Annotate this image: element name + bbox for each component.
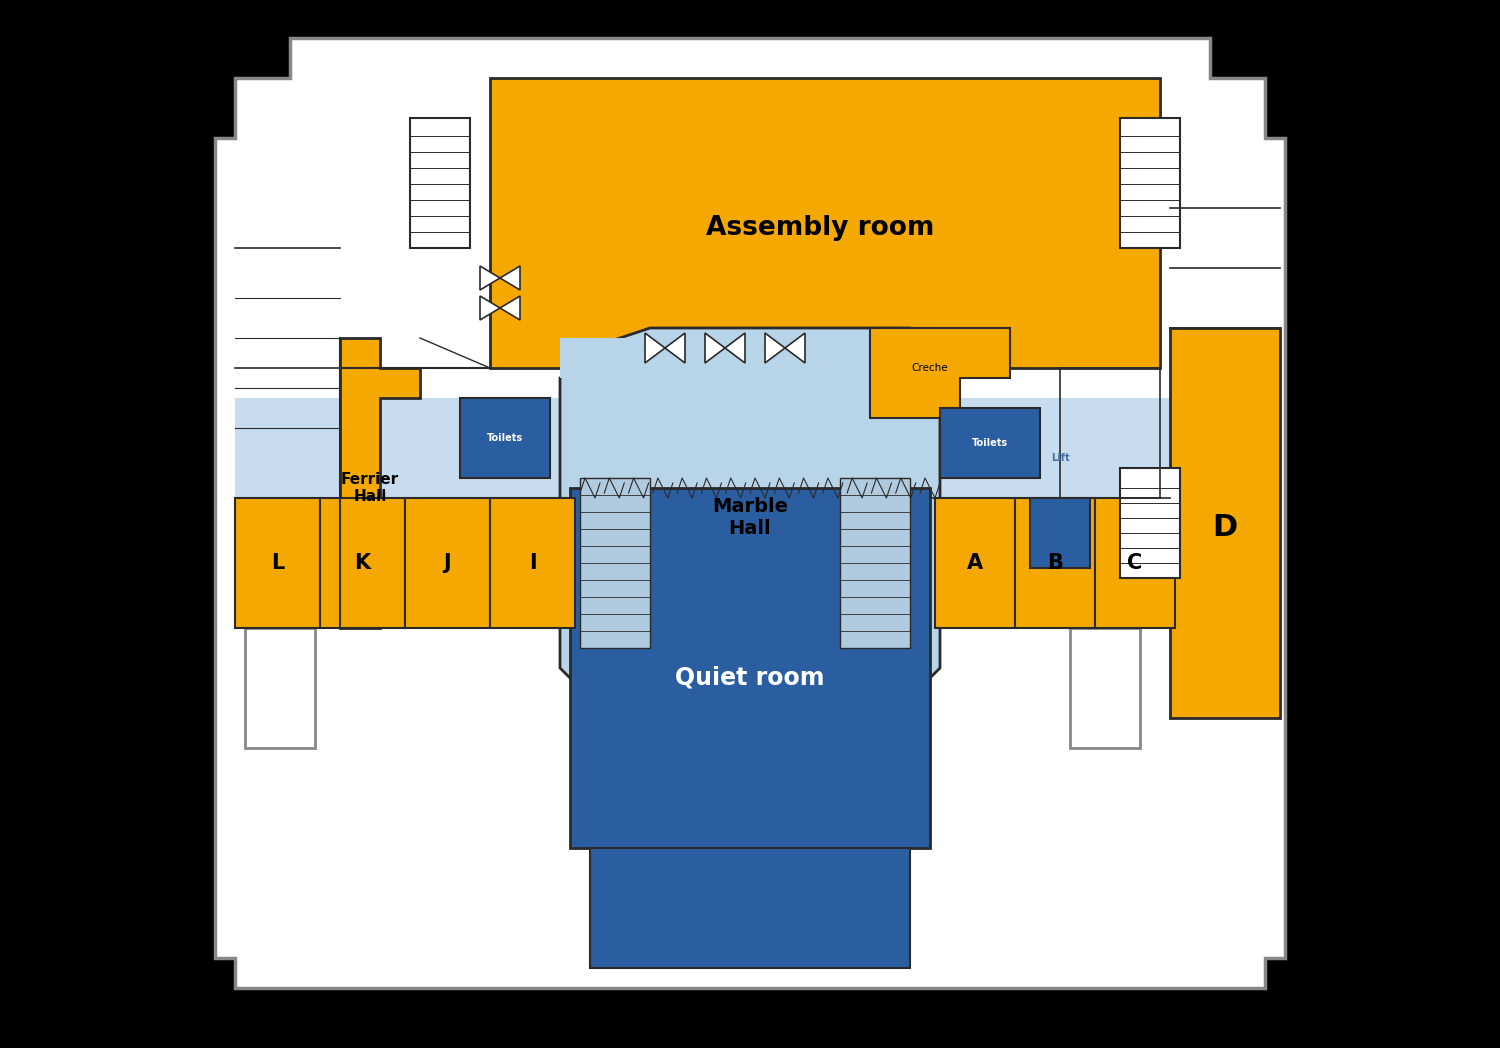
Polygon shape <box>724 333 746 363</box>
Bar <box>236 78 1264 988</box>
Polygon shape <box>765 333 784 363</box>
Polygon shape <box>560 328 940 718</box>
Text: Lift: Lift <box>1050 453 1070 463</box>
Text: Toilets: Toilets <box>488 433 524 443</box>
Bar <box>405 498 490 628</box>
Polygon shape <box>645 333 664 363</box>
Text: D: D <box>1212 514 1237 543</box>
Bar <box>1070 628 1140 748</box>
Bar <box>1120 118 1180 248</box>
Bar <box>236 498 320 628</box>
Text: Marble
Hall: Marble Hall <box>712 498 788 539</box>
Bar <box>580 478 650 648</box>
Bar <box>570 488 930 848</box>
Bar <box>244 628 315 748</box>
Bar <box>1030 498 1090 568</box>
Bar <box>460 398 550 478</box>
Text: Toilets: Toilets <box>972 438 1008 447</box>
Bar <box>236 398 1264 498</box>
Bar <box>590 848 910 968</box>
Text: Ferrier
Hall: Ferrier Hall <box>340 472 399 504</box>
Bar <box>934 498 1016 628</box>
Text: I: I <box>528 553 537 573</box>
Bar <box>560 339 940 378</box>
Text: B: B <box>1047 553 1064 573</box>
Text: J: J <box>444 553 452 573</box>
Polygon shape <box>340 339 420 628</box>
Polygon shape <box>705 333 724 363</box>
Polygon shape <box>664 333 686 363</box>
Polygon shape <box>480 266 500 290</box>
Text: Assembly room: Assembly room <box>706 215 934 241</box>
Bar <box>320 498 405 628</box>
Text: L: L <box>272 553 284 573</box>
Bar <box>940 408 1040 478</box>
Text: A: A <box>968 553 982 573</box>
Bar <box>490 498 574 628</box>
Bar <box>410 118 470 248</box>
Bar <box>1016 498 1095 628</box>
Polygon shape <box>500 296 520 320</box>
Text: Quiet room: Quiet room <box>675 665 825 690</box>
Polygon shape <box>214 38 1286 988</box>
Polygon shape <box>784 333 806 363</box>
Bar <box>490 78 1160 368</box>
Bar <box>1120 468 1180 578</box>
Bar <box>1095 498 1174 628</box>
Text: Creche: Creche <box>912 363 948 373</box>
Bar <box>840 478 910 648</box>
Polygon shape <box>500 266 520 290</box>
Polygon shape <box>480 296 500 320</box>
Text: K: K <box>354 553 370 573</box>
Text: C: C <box>1128 553 1143 573</box>
Polygon shape <box>870 328 1010 418</box>
Bar <box>1170 328 1280 718</box>
